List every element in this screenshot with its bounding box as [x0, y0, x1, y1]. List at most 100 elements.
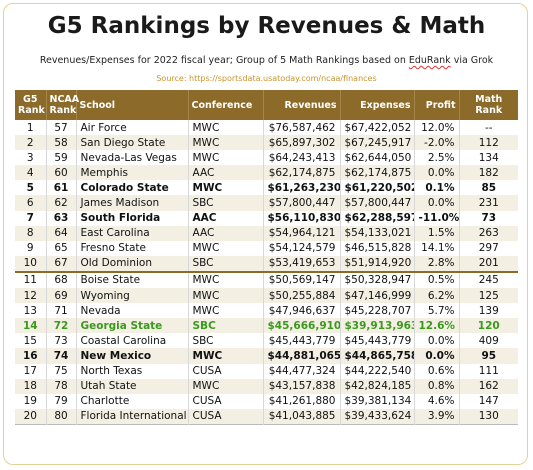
cell-expenses: $67,245,917 [340, 135, 415, 151]
cell-conference: MWC [188, 288, 264, 304]
cell-school: Memphis [76, 165, 189, 181]
cell-math-rank: 95 [459, 348, 518, 364]
cell-ncaa-rank: 62 [46, 195, 77, 211]
cell-ncaa-rank: 79 [46, 393, 77, 409]
cell-conference: MWC [188, 150, 264, 166]
cell-revenues: $54,964,121 [263, 225, 341, 241]
cell-ncaa-rank: 80 [46, 408, 77, 425]
cell-conference: SBC [188, 255, 264, 272]
cell-conference: MWC [188, 135, 264, 151]
cell-profit: 0.8% [414, 378, 460, 394]
cell-expenses: $44,865,758 [340, 348, 415, 364]
cell-ncaa-rank: 72 [46, 318, 77, 334]
cell-math-rank: 162 [459, 378, 518, 394]
cell-math-rank: 409 [459, 333, 518, 349]
header-revenues: Revenues [263, 90, 341, 120]
cell-ncaa-rank: 63 [46, 210, 77, 226]
header-profit: Profit [414, 90, 460, 120]
table-row: 9 65 Fresno State MWC $54,124,579 $46,515,828… [15, 240, 518, 256]
source-link[interactable]: Source: https://sportsdata.usatoday.com/… [156, 74, 377, 83]
cell-profit: 14.1% [414, 240, 460, 256]
cell-ncaa-rank: 57 [46, 120, 77, 136]
cell-revenues: $62,174,875 [263, 165, 341, 181]
table-row: 6 62 James Madison SBC $57,800,447 $57,800,44… [15, 195, 518, 211]
cell-revenues: $53,419,653 [263, 255, 341, 272]
table-row: 17 75 North Texas CUSA $44,477,324 $44,222,54… [15, 363, 518, 379]
cell-expenses: $46,515,828 [340, 240, 415, 256]
cell-school: New Mexico [76, 348, 189, 364]
cell-revenues: $61,263,230 [263, 180, 341, 196]
cell-g5-rank: 16 [15, 348, 47, 364]
cell-revenues: $65,897,302 [263, 135, 341, 151]
cell-school: Wyoming [76, 288, 189, 304]
cell-revenues: $44,477,324 [263, 363, 341, 379]
cell-school: James Madison [76, 195, 189, 211]
cell-math-rank: 297 [459, 240, 518, 256]
cell-math-rank: 111 [459, 363, 518, 379]
cell-school: North Texas [76, 363, 189, 379]
cell-g5-rank: 18 [15, 378, 47, 394]
cell-school: Charlotte [76, 393, 189, 409]
cell-profit: 2.5% [414, 150, 460, 166]
table-row: 10 67 Old Dominion SBC $53,419,653 $51,914,92… [15, 255, 518, 272]
cell-g5-rank: 4 [15, 165, 47, 181]
cell-profit: 3.9% [414, 408, 460, 425]
cell-expenses: $51,914,920 [340, 255, 415, 272]
cell-school: East Carolina [76, 225, 189, 241]
cell-expenses: $57,800,447 [340, 195, 415, 211]
cell-profit: 0.5% [414, 270, 460, 289]
cell-revenues: $64,243,413 [263, 150, 341, 166]
table-row: 5 61 Colorado State MWC $61,263,230 $61,220,5… [15, 180, 518, 196]
cell-profit: 12.6% [414, 318, 460, 334]
cell-revenues: $45,443,779 [263, 333, 341, 349]
cell-revenues: $76,587,462 [263, 120, 341, 136]
cell-g5-rank: 15 [15, 333, 47, 349]
subtitle-suffix: via Grok [450, 55, 494, 66]
cell-expenses: $62,644,050 [340, 150, 415, 166]
cell-profit: 0.0% [414, 333, 460, 349]
cell-conference: MWC [188, 378, 264, 394]
cell-math-rank: 201 [459, 255, 518, 272]
cell-conference: MWC [188, 240, 264, 256]
table-row: 2 58 San Diego State MWC $65,897,302 $67,245,… [15, 135, 518, 151]
cell-profit: 0.6% [414, 363, 460, 379]
cell-math-rank: 263 [459, 225, 518, 241]
table-row: 12 69 Wyoming MWC $50,255,884 $47,146,999 6.2%… [15, 288, 518, 304]
table-row: 1 57 Air Force MWC $76,587,462 $67,422,052 12.… [15, 120, 518, 136]
cell-math-rank: 112 [459, 135, 518, 151]
table-row: 8 64 East Carolina AAC $54,964,121 $54,133,02… [15, 225, 518, 241]
header-school: School [76, 90, 189, 120]
table-row: 4 60 Memphis AAC $62,174,875 $62,174,875 0.0% 1… [15, 165, 518, 181]
cell-revenues: $45,666,910 [263, 318, 341, 334]
cell-ncaa-rank: 61 [46, 180, 77, 196]
cell-profit: -11.0% [414, 210, 460, 226]
cell-ncaa-rank: 69 [46, 288, 77, 304]
cell-school: Air Force [76, 120, 189, 136]
cell-ncaa-rank: 59 [46, 150, 77, 166]
cell-profit: 0.0% [414, 195, 460, 211]
cell-g5-rank: 7 [15, 210, 47, 226]
cell-profit: 12.0% [414, 120, 460, 136]
table-row: 20 80 Florida International CUSA $41,043,885… [15, 408, 518, 425]
cell-revenues: $41,043,885 [263, 408, 341, 425]
table-row: 16 74 New Mexico MWC $44,881,065 $44,865,758 0… [15, 348, 518, 364]
cell-conference: MWC [188, 303, 264, 319]
cell-profit: 2.8% [414, 255, 460, 272]
cell-revenues: $50,569,147 [263, 270, 341, 289]
cell-school: Fresno State [76, 240, 189, 256]
cell-revenues: $41,261,880 [263, 393, 341, 409]
cell-conference: AAC [188, 225, 264, 241]
table-row: 19 79 Charlotte CUSA $41,261,880 $39,381,134 4… [15, 393, 518, 409]
cell-revenues: $47,946,637 [263, 303, 341, 319]
cell-profit: 4.6% [414, 393, 460, 409]
cell-g5-rank: 12 [15, 288, 47, 304]
cell-math-rank: 125 [459, 288, 518, 304]
cell-school: Boise State [76, 270, 189, 289]
cell-expenses: $39,433,624 [340, 408, 415, 425]
cell-school: San Diego State [76, 135, 189, 151]
cell-g5-rank: 17 [15, 363, 47, 379]
header-math-rank: Math Rank [459, 90, 518, 120]
cell-school: Nevada [76, 303, 189, 319]
cell-expenses: $45,228,707 [340, 303, 415, 319]
cell-expenses: $62,288,597 [340, 210, 415, 226]
